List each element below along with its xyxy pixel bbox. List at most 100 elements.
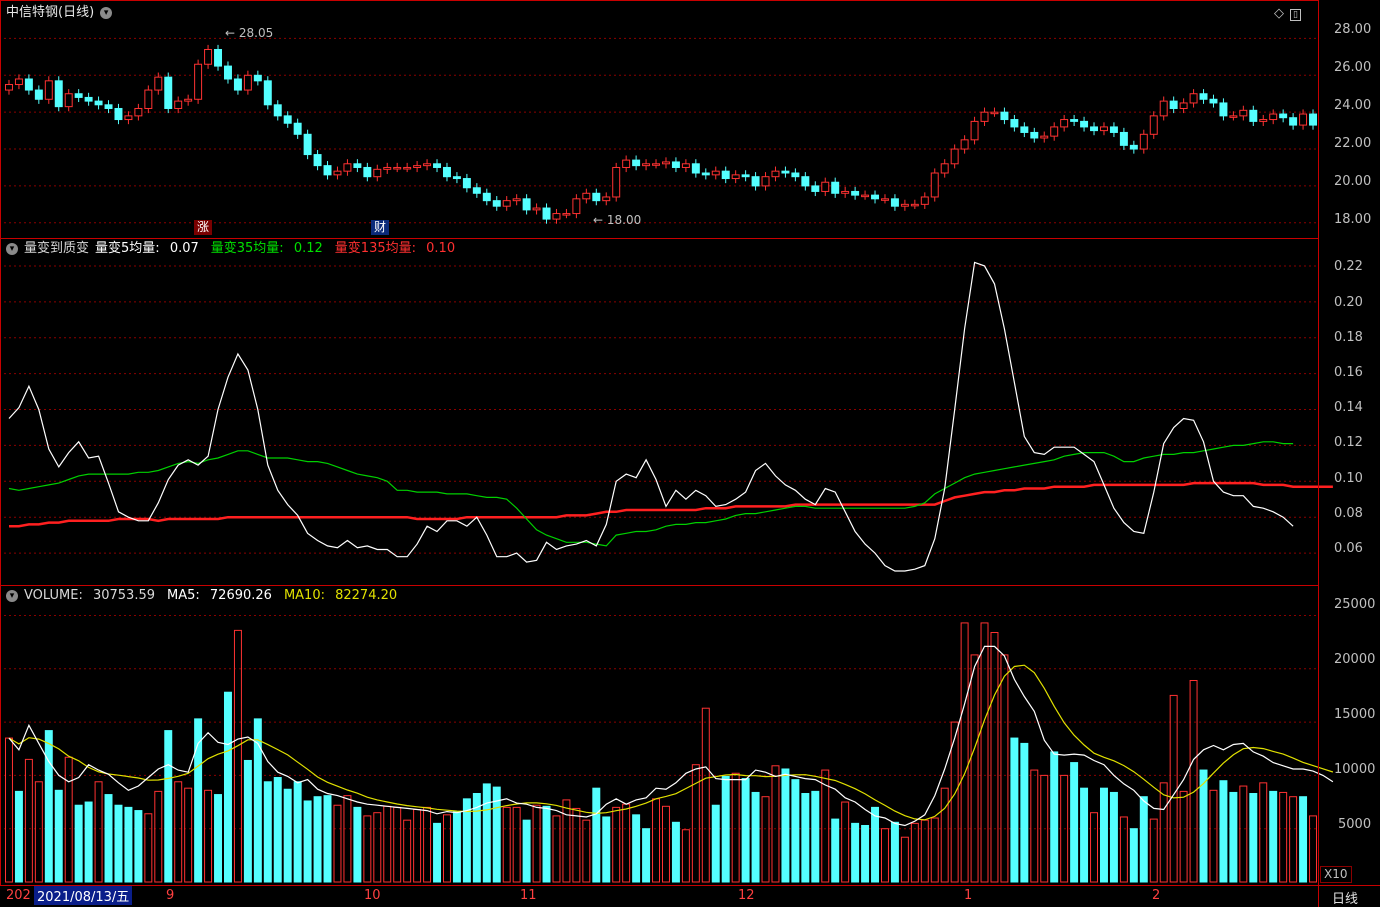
volume-bar (313, 796, 322, 883)
indicator-header: ▾ 量变到质变 量变5均量: 0.07 量变35均量: 0.12 量变135均量: 0.… (6, 241, 467, 257)
volume-bar (14, 790, 23, 883)
volume-series (4, 622, 1334, 883)
volume-bar (741, 778, 750, 883)
volume-bar (114, 804, 123, 883)
volume-bar (691, 764, 700, 883)
candle-body (801, 176, 810, 187)
volume-bar (403, 819, 412, 883)
candle-body (642, 163, 651, 167)
candle-body (920, 196, 929, 205)
volume-bar (204, 789, 213, 883)
volume-bar (980, 622, 989, 883)
volume-bar (144, 813, 153, 883)
candle-body (562, 213, 571, 216)
candle-body (552, 213, 561, 220)
dropdown-icon[interactable]: ▾ (6, 242, 18, 255)
candle-body (1020, 126, 1029, 133)
candle-body (831, 181, 840, 194)
stock-title[interactable]: 中信特钢(日线) (6, 5, 95, 20)
volume-bar (1050, 751, 1059, 883)
volume-bar (223, 691, 232, 883)
candle-body (1149, 115, 1158, 135)
panel-border (0, 238, 1319, 586)
candle-body (632, 159, 641, 167)
candle-body (910, 203, 919, 207)
volume-bar (1099, 787, 1108, 883)
candle-body (1259, 119, 1268, 122)
candle-body (861, 194, 870, 198)
candle-body (104, 104, 113, 109)
diamond-icon[interactable]: ◇ (1274, 6, 1284, 21)
price-tick: 20.00 (1334, 174, 1372, 189)
candle-body (851, 190, 860, 196)
volume-bar (1129, 828, 1138, 883)
candle-body (124, 115, 133, 121)
dropdown-icon[interactable]: ▾ (6, 589, 18, 602)
volume-bar (1119, 816, 1128, 883)
candle-body (940, 163, 949, 174)
candle-body (1109, 126, 1118, 133)
volume-bar (1020, 742, 1029, 883)
ind-tick: 0.06 (1334, 541, 1363, 556)
volume-bar (652, 798, 661, 883)
candle-body (14, 78, 23, 86)
candle-body (671, 161, 680, 168)
volume-bar (174, 781, 183, 883)
volume-bar (1249, 793, 1258, 883)
candle-body (34, 89, 43, 100)
candle-body (273, 104, 282, 117)
candle-body (24, 78, 33, 91)
volume-bar (1269, 790, 1278, 883)
volume-bar (1149, 818, 1158, 883)
grid-lines (4, 37, 1318, 830)
dropdown-icon[interactable]: ▾ (100, 6, 113, 19)
volume-bar (1239, 785, 1248, 883)
volume-bar (253, 718, 262, 883)
volume-bar (831, 818, 840, 883)
volume-bar (462, 798, 471, 883)
volume-bar (373, 812, 382, 883)
cursor-date[interactable]: 2021/08/13/五 (34, 886, 133, 905)
candle-body (1010, 119, 1019, 128)
volume-bar (233, 629, 242, 883)
volume-bar (1040, 774, 1049, 883)
candlestick-series (4, 44, 1318, 224)
volume-bar (94, 781, 103, 883)
price-panel-header: 中信特钢(日线) ▾ (6, 5, 118, 21)
volume-bar (283, 788, 292, 883)
candle-body (612, 166, 621, 198)
window-toggle-icon[interactable]: ▯ (1290, 9, 1301, 21)
volume-unit: X10 (1320, 866, 1352, 883)
period-label[interactable]: 日线 (1332, 892, 1359, 907)
volume-bar (363, 815, 372, 883)
ind-ma35-legend: 量变35均量: 0.12 (210, 241, 323, 256)
volume-bar (34, 781, 43, 883)
candle-body (1279, 113, 1288, 119)
volume-bar (154, 790, 163, 883)
candle-body (502, 200, 511, 207)
candle-body (582, 192, 591, 200)
low-price-marker: ← 18.00 (593, 213, 642, 227)
candle-body (293, 122, 302, 135)
candle-body (54, 80, 63, 108)
volume-bar (293, 781, 302, 883)
candle-body (482, 192, 491, 202)
volume-bar (721, 775, 730, 883)
candle-body (164, 76, 173, 109)
ind-tick: 0.20 (1334, 295, 1363, 310)
volume-bar (622, 803, 631, 883)
ind-tick: 0.14 (1334, 400, 1363, 415)
volume-bar (900, 836, 909, 883)
ind-ma5-line (8, 261, 1294, 572)
candle-body (333, 170, 342, 176)
vol-tick: 10000 (1334, 762, 1376, 777)
event-tag-cai[interactable]: 财 (371, 220, 390, 235)
event-tag-zhang[interactable]: 涨 (194, 220, 213, 235)
candle-body (532, 207, 541, 211)
volume-bar (273, 777, 282, 883)
indicator-name[interactable]: 量变到质变 (24, 241, 90, 256)
volume-bar (632, 814, 641, 883)
vol-tick: 20000 (1334, 652, 1376, 667)
candle-body (343, 163, 352, 172)
